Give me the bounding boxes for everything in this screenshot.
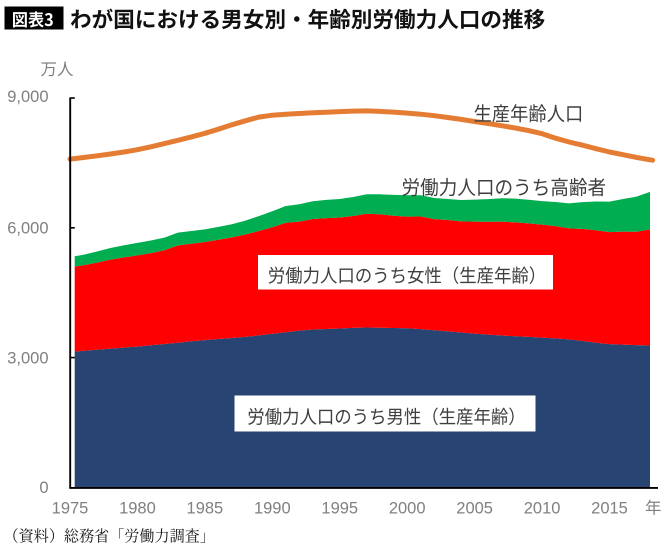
svg-text:3,000: 3,000 <box>7 349 48 367</box>
svg-text:9,000: 9,000 <box>7 88 48 106</box>
svg-text:2005: 2005 <box>456 500 493 518</box>
svg-text:1985: 1985 <box>187 500 224 518</box>
svg-text:2000: 2000 <box>389 500 426 518</box>
svg-text:1980: 1980 <box>119 500 156 518</box>
svg-text:1995: 1995 <box>321 500 358 518</box>
svg-text:1990: 1990 <box>254 500 291 518</box>
svg-text:2010: 2010 <box>524 500 561 518</box>
svg-text:2015: 2015 <box>591 500 628 518</box>
svg-text:1975: 1975 <box>52 500 89 518</box>
svg-text:6,000: 6,000 <box>7 220 48 238</box>
svg-text:0: 0 <box>39 479 48 497</box>
